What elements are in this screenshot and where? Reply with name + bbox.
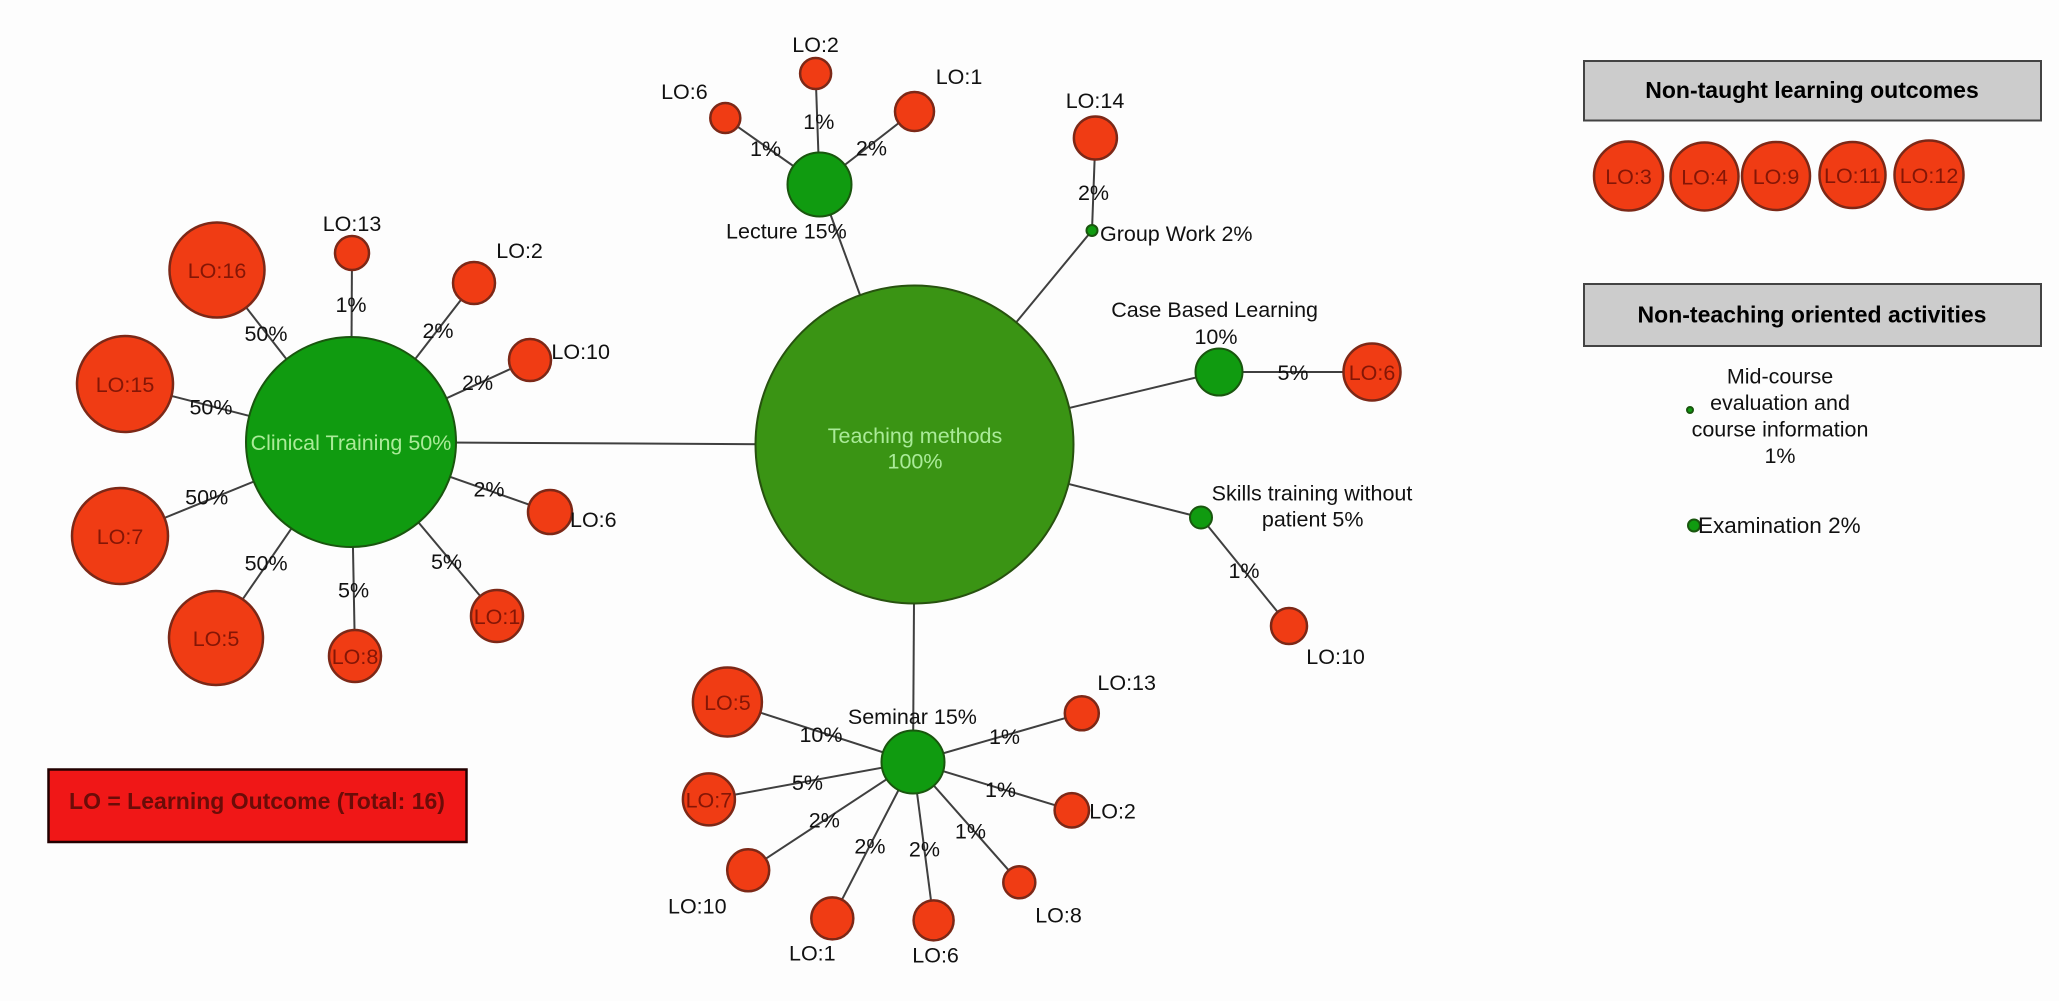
- svg-text:LO:13: LO:13: [1097, 671, 1156, 695]
- svg-text:Clinical Training 50%: Clinical Training 50%: [251, 431, 452, 455]
- svg-text:2%: 2%: [854, 835, 885, 859]
- svg-text:2%: 2%: [809, 809, 840, 833]
- svg-text:2%: 2%: [1078, 181, 1109, 205]
- svg-text:2%: 2%: [856, 137, 887, 161]
- svg-text:LO:16: LO:16: [188, 259, 247, 283]
- svg-text:LO:7: LO:7: [686, 788, 733, 812]
- svg-text:LO:6: LO:6: [912, 944, 959, 968]
- svg-text:50%: 50%: [245, 551, 288, 575]
- svg-text:1%: 1%: [803, 110, 834, 134]
- svg-text:5%: 5%: [431, 550, 462, 574]
- svg-text:Examination 2%: Examination 2%: [1698, 513, 1861, 538]
- svg-text:LO:10: LO:10: [551, 340, 610, 364]
- svg-text:LO:9: LO:9: [1753, 165, 1800, 189]
- svg-text:Skills training without: Skills training without: [1212, 481, 1413, 505]
- svg-text:1%: 1%: [989, 725, 1020, 749]
- svg-text:10%: 10%: [1194, 325, 1237, 349]
- svg-text:50%: 50%: [244, 322, 287, 346]
- svg-text:LO:6: LO:6: [661, 80, 708, 104]
- svg-text:50%: 50%: [185, 485, 228, 509]
- svg-text:100%: 100%: [888, 450, 943, 474]
- svg-text:Case Based Learning: Case Based Learning: [1111, 298, 1318, 322]
- svg-text:patient 5%: patient 5%: [1262, 507, 1364, 531]
- svg-text:2%: 2%: [909, 837, 940, 861]
- svg-text:LO:1: LO:1: [936, 65, 983, 89]
- svg-text:Lecture 15%: Lecture 15%: [726, 220, 847, 244]
- svg-text:Mid-course: Mid-course: [1727, 365, 1833, 389]
- svg-text:LO:2: LO:2: [1089, 799, 1136, 823]
- svg-text:LO:6: LO:6: [1349, 361, 1396, 385]
- svg-text:LO:7: LO:7: [97, 525, 144, 549]
- svg-text:LO:2: LO:2: [496, 239, 543, 263]
- svg-text:Group Work 2%: Group Work 2%: [1100, 222, 1253, 246]
- svg-text:2%: 2%: [422, 319, 453, 343]
- svg-text:Seminar 15%: Seminar 15%: [848, 705, 977, 729]
- svg-text:1%: 1%: [985, 778, 1016, 802]
- svg-text:1%: 1%: [335, 293, 366, 317]
- svg-text:LO:4: LO:4: [1681, 166, 1728, 190]
- svg-text:LO:3: LO:3: [1605, 165, 1652, 189]
- svg-text:LO:14: LO:14: [1066, 89, 1125, 113]
- svg-text:LO:10: LO:10: [668, 895, 727, 919]
- svg-text:1%: 1%: [1228, 559, 1259, 583]
- svg-text:5%: 5%: [338, 578, 369, 602]
- svg-text:5%: 5%: [792, 771, 823, 795]
- svg-text:2%: 2%: [462, 371, 493, 395]
- svg-text:LO:10: LO:10: [1306, 645, 1365, 669]
- svg-text:LO:8: LO:8: [1035, 903, 1082, 927]
- svg-text:Teaching methods: Teaching methods: [828, 424, 1003, 448]
- svg-text:1%: 1%: [1764, 444, 1795, 468]
- svg-text:LO:2: LO:2: [792, 33, 839, 57]
- svg-text:1%: 1%: [955, 819, 986, 843]
- svg-text:LO:8: LO:8: [332, 645, 379, 669]
- svg-text:10%: 10%: [799, 723, 842, 747]
- svg-text:Non-taught learning outcomes: Non-taught learning outcomes: [1645, 77, 1979, 103]
- svg-text:Non-teaching oriented activiti: Non-teaching oriented activities: [1638, 302, 1987, 328]
- svg-text:evaluation and: evaluation and: [1710, 391, 1850, 415]
- svg-text:course information: course information: [1692, 418, 1869, 442]
- svg-text:1%: 1%: [750, 137, 781, 161]
- svg-text:LO:11: LO:11: [1824, 164, 1881, 188]
- svg-text:LO:1: LO:1: [789, 941, 836, 965]
- svg-text:5%: 5%: [1277, 361, 1308, 385]
- svg-text:LO:1: LO:1: [474, 605, 521, 629]
- svg-text:LO = Learning Outcome (Total:: LO = Learning Outcome (Total: 16): [69, 788, 445, 814]
- svg-text:50%: 50%: [189, 396, 232, 420]
- svg-text:LO:13: LO:13: [323, 212, 382, 236]
- svg-text:2%: 2%: [473, 478, 504, 502]
- svg-text:LO:15: LO:15: [96, 373, 155, 397]
- svg-text:LO:6: LO:6: [570, 508, 617, 532]
- svg-text:LO:5: LO:5: [193, 627, 240, 651]
- svg-text:LO:5: LO:5: [704, 691, 751, 715]
- svg-text:LO:12: LO:12: [1900, 164, 1959, 188]
